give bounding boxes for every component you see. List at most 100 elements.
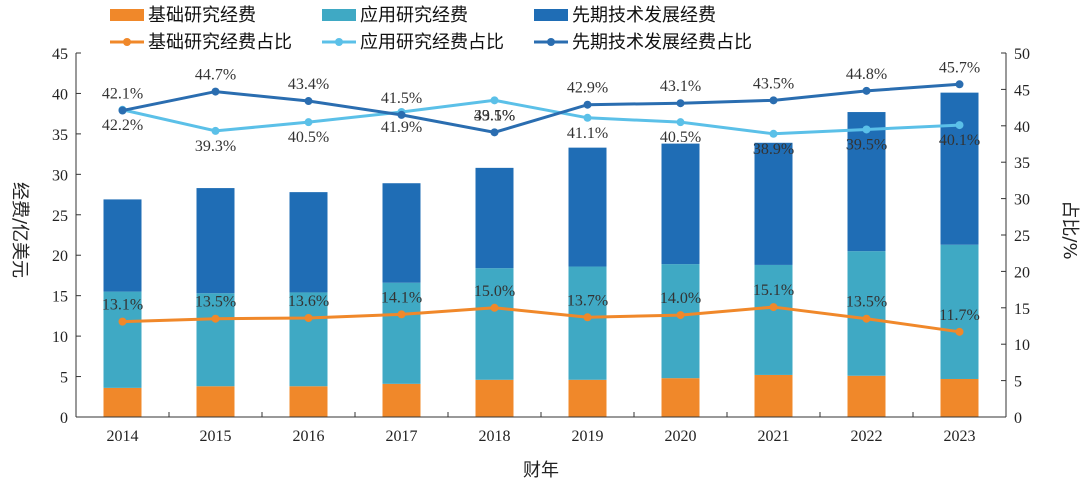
bar-1-2020 bbox=[661, 378, 700, 417]
bar-1-2023 bbox=[940, 378, 979, 417]
series-point-4-7 bbox=[769, 129, 778, 138]
bar-3-2021 bbox=[754, 142, 793, 265]
bar-3-2017 bbox=[382, 183, 421, 283]
data-label-3-1: 13.5% bbox=[195, 294, 236, 311]
data-label-5-9: 45.7% bbox=[939, 59, 980, 76]
data-label-5-0: 42.1% bbox=[102, 86, 143, 103]
bar-3-2018 bbox=[475, 167, 514, 269]
legend-label-4: 应用研究经费占比 bbox=[360, 32, 504, 53]
data-label-4-6: 40.5% bbox=[660, 129, 701, 146]
legend-swatch-1 bbox=[322, 9, 356, 21]
legend-label-1: 应用研究经费 bbox=[360, 5, 468, 26]
y2-tick-label: 50 bbox=[1014, 46, 1030, 63]
series-point-4-5 bbox=[583, 113, 592, 122]
y2-tick-label: 45 bbox=[1014, 82, 1030, 99]
series-point-3-4 bbox=[490, 303, 499, 312]
x-tick-label: 2016 bbox=[293, 428, 325, 445]
y2-tick-label: 10 bbox=[1014, 337, 1030, 354]
x-tick-label: 2022 bbox=[851, 428, 883, 445]
y2-tick-label: 25 bbox=[1014, 228, 1030, 245]
data-label-5-1: 44.7% bbox=[195, 67, 236, 84]
x-tick-label: 2017 bbox=[386, 428, 418, 445]
series-line-5 bbox=[122, 82, 960, 134]
bar-2-2022 bbox=[847, 251, 886, 376]
bar-1-2017 bbox=[382, 383, 421, 417]
legend-swatch-2 bbox=[534, 9, 568, 21]
series-point-5-1 bbox=[211, 87, 220, 96]
y-tick-label: 15 bbox=[52, 289, 68, 306]
data-label-3-7: 15.1% bbox=[753, 282, 794, 299]
series-point-4-1 bbox=[211, 126, 220, 135]
y-tick-label: 35 bbox=[52, 127, 68, 144]
bar-1-2021 bbox=[754, 374, 793, 417]
bar-2-2019 bbox=[568, 266, 607, 380]
bar-3-2016 bbox=[289, 192, 328, 293]
series-point-3-6 bbox=[676, 311, 685, 320]
data-label-3-2: 13.6% bbox=[288, 293, 329, 310]
series-point-5-3 bbox=[397, 110, 406, 119]
data-label-4-7: 38.9% bbox=[753, 141, 794, 158]
series-point-4-8 bbox=[862, 125, 871, 134]
y2-axis-title: 占比/% bbox=[1059, 200, 1080, 259]
data-label-5-6: 43.1% bbox=[660, 78, 701, 95]
bar-2-2023 bbox=[940, 244, 979, 379]
y-tick-label: 5 bbox=[60, 370, 68, 387]
y2-tick-label: 0 bbox=[1014, 410, 1022, 427]
data-label-4-9: 40.1% bbox=[939, 132, 980, 149]
data-label-4-1: 39.3% bbox=[195, 138, 236, 155]
y2-tick-label: 35 bbox=[1014, 155, 1030, 172]
data-label-4-0: 42.2% bbox=[102, 117, 143, 134]
bar-3-2015 bbox=[196, 188, 235, 294]
legend-marker-4 bbox=[335, 38, 343, 46]
axes: 0 5 10 15 20 25 30 35 40 45 0 5 10 15 20 25 30 35 40 45 50 20… bbox=[52, 46, 1030, 445]
series-line-4 bbox=[122, 98, 960, 136]
y2-tick-label: 5 bbox=[1014, 374, 1022, 391]
legend-label-2: 先期技术发展经费 bbox=[572, 5, 716, 26]
data-label-3-0: 13.1% bbox=[102, 297, 143, 314]
y-tick-label: 0 bbox=[60, 410, 68, 427]
y-tick-label: 45 bbox=[52, 46, 68, 63]
bar-3-2023 bbox=[940, 92, 979, 245]
bar-2-2020 bbox=[661, 264, 700, 379]
series-point-3-7 bbox=[769, 303, 778, 312]
bar-1-2015 bbox=[196, 386, 235, 417]
series-point-5-7 bbox=[769, 96, 778, 105]
series-point-5-0 bbox=[118, 106, 127, 115]
data-label-3-8: 13.5% bbox=[846, 294, 887, 311]
x-tick-label: 2014 bbox=[107, 428, 139, 445]
point-labels: 13.1% 13.5% 13.6% 14.1% 15.0% 13.7% 14.0% 15.1%… bbox=[102, 59, 980, 324]
bar-3-2019 bbox=[568, 147, 607, 267]
bar-1-2018 bbox=[475, 379, 514, 417]
bar-2-2014 bbox=[103, 291, 142, 388]
data-label-3-6: 14.0% bbox=[660, 290, 701, 307]
bar-2-2015 bbox=[196, 293, 235, 387]
bar-1-2016 bbox=[289, 386, 328, 417]
bar-1-2014 bbox=[103, 387, 142, 417]
y-tick-label: 10 bbox=[52, 329, 68, 346]
series-point-3-0 bbox=[118, 317, 127, 326]
data-label-3-4: 15.0% bbox=[474, 283, 515, 300]
series-point-5-9 bbox=[955, 80, 964, 89]
bar-3-2020 bbox=[661, 143, 700, 265]
x-tick-label: 2018 bbox=[479, 428, 511, 445]
data-label-4-2: 40.5% bbox=[288, 129, 329, 146]
y-tick-label: 20 bbox=[52, 248, 68, 265]
y-axis-title: 经费/亿美元 bbox=[9, 182, 30, 278]
data-label-5-7: 43.5% bbox=[753, 75, 794, 92]
bar-3-2014 bbox=[103, 199, 142, 292]
series-point-5-6 bbox=[676, 99, 685, 108]
y-tick-label: 25 bbox=[52, 208, 68, 225]
series-line-3 bbox=[122, 305, 960, 334]
data-label-5-5: 42.9% bbox=[567, 80, 608, 97]
series-point-3-2 bbox=[304, 313, 313, 322]
data-label-4-3: 41.9% bbox=[381, 119, 422, 136]
x-tick-label: 2021 bbox=[758, 428, 790, 445]
bar-2-2021 bbox=[754, 264, 793, 375]
series-point-3-8 bbox=[862, 314, 871, 323]
data-label-5-8: 44.8% bbox=[846, 66, 887, 83]
legend-label-3: 基础研究经费占比 bbox=[148, 32, 292, 53]
series-point-4-9 bbox=[955, 121, 964, 130]
y2-tick-label: 15 bbox=[1014, 301, 1030, 318]
